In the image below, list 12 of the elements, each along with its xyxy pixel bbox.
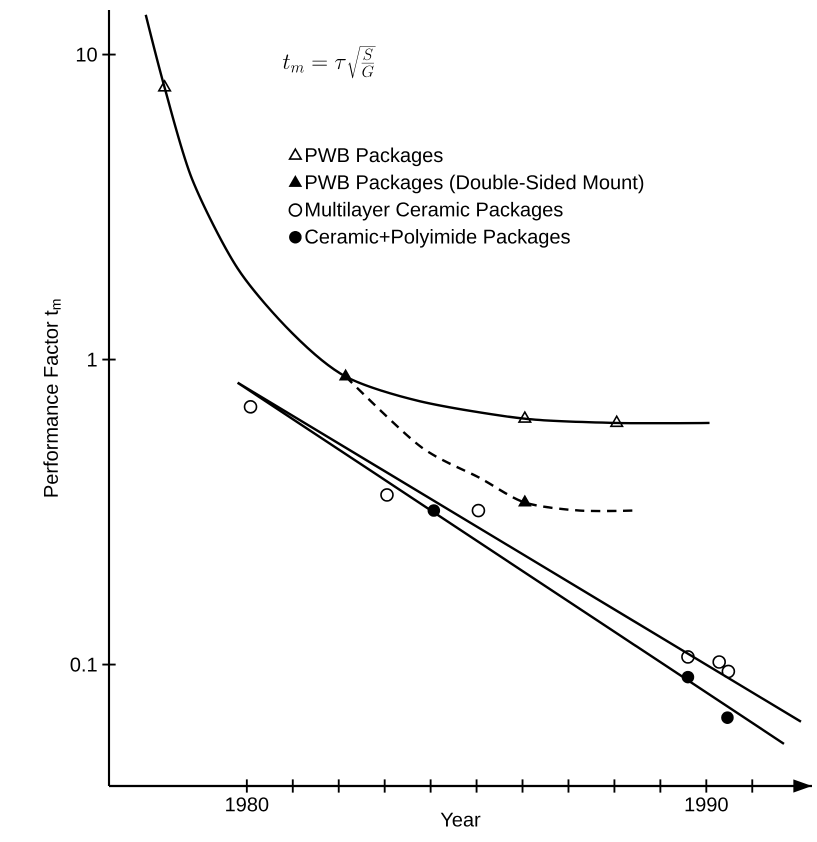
y-tick-label: 0.1: [70, 658, 97, 672]
legend-label: PWB Packages: [306, 148, 443, 166]
legend-label: Ceramic+Polyimide Packages: [305, 228, 570, 248]
x-tick-label: 1980: [226, 797, 268, 812]
annotation: $t_{m} = \tau \sqrt{\frac{S}{G}}$: [282, 46, 376, 78]
y-tick-label: 10: [76, 47, 97, 62]
y-axis-title: Performance Factor t$_{m}$: [43, 300, 61, 496]
legend-label: PWB Packages (Double-Sided Mount): [306, 174, 644, 194]
x-axis-title: Year: [440, 812, 480, 827]
x-tick-label: 1990: [686, 797, 728, 812]
legend-label: Multilayer Ceramic Packages: [306, 202, 563, 220]
y-tick-label: 1: [88, 352, 97, 366]
